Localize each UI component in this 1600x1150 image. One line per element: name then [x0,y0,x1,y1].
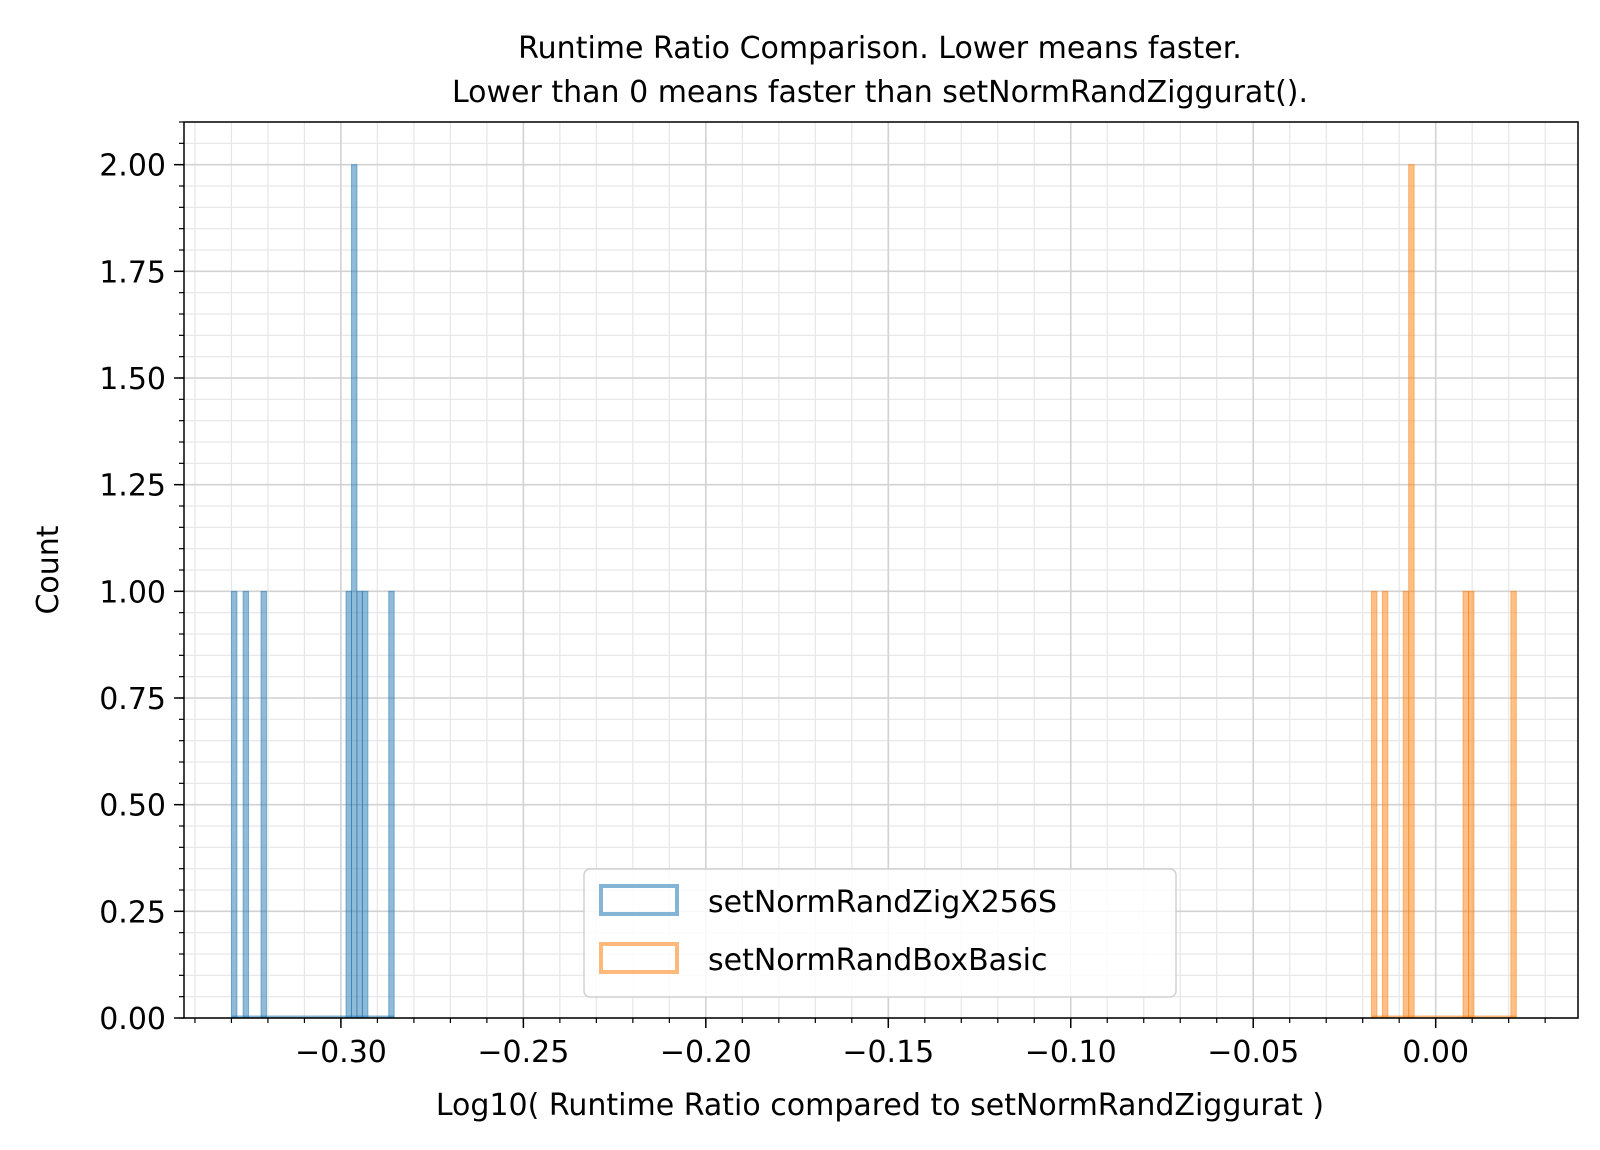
histogram-bar-1-3 [1408,164,1415,1019]
y-tick-label: 1.00 [99,575,166,610]
histogram-bar-1-5 [1468,590,1475,1019]
x-tick-label: −0.10 [1025,1035,1117,1070]
legend-swatch-zigx256s [599,884,679,916]
chart-title-line-2: Lower than 0 means faster than setNormRa… [452,75,1308,110]
legend-box [583,868,1177,998]
y-tick-label: 1.50 [99,362,166,397]
y-tick-label: 1.25 [99,469,166,504]
legend-swatch-boxbasic [599,942,679,974]
y-axis-label: Count [31,525,66,614]
legend-label-zigx256s: setNormRandZigX256S [708,885,1057,920]
y-tick-label: 1.75 [99,255,166,290]
histogram-bar-0-7 [388,590,395,1019]
y-tick-label: 0.50 [99,789,166,824]
legend: setNormRandZigX256S setNormRandBoxBasic [583,868,1177,998]
histogram-bar-0-0 [230,590,238,1019]
x-tick-label: −0.20 [660,1035,752,1070]
x-tick-label: −0.30 [295,1035,387,1070]
y-tick-label: 0.00 [99,1002,166,1037]
y-tick-label: 0.25 [99,895,166,930]
legend-label-boxbasic: setNormRandBoxBasic [708,943,1048,978]
histogram-bar-1-2 [1402,590,1410,1019]
x-tick-label: −0.15 [842,1035,934,1070]
histogram-bar-1-4 [1462,590,1470,1019]
histogram-bar-1-0 [1370,590,1378,1019]
histogram-bar-0-5 [356,590,363,1019]
histogram-bar-0-3 [345,590,352,1019]
x-axis-label: Log10( Runtime Ratio compared to setNorm… [436,1088,1324,1123]
histogram-bars [230,164,1517,1019]
x-tick-label: −0.05 [1207,1035,1299,1070]
histogram-bar-1-6 [1510,590,1517,1019]
x-tick-label: −0.25 [477,1035,569,1070]
chart-title-line-1: Runtime Ratio Comparison. Lower means fa… [518,31,1242,66]
histogram-bar-0-4 [350,164,358,1019]
x-axis-ticks: −0.30 −0.25 −0.20 −0.15 −0.10 −0.05 0.00 [194,1018,1546,1070]
x-tick-label: 0.00 [1402,1035,1469,1070]
y-axis-ticks: 0.00 0.25 0.50 0.75 1.00 1.25 1.50 1.75 2.00 [99,121,184,1037]
histogram-bar-0-6 [361,590,369,1019]
y-tick-label: 2.00 [99,149,166,184]
y-tick-label: 0.75 [99,682,166,717]
histogram-bar-0-1 [242,590,250,1019]
histogram-bar-1-1 [1381,590,1389,1019]
histogram-bar-0-2 [260,590,267,1019]
